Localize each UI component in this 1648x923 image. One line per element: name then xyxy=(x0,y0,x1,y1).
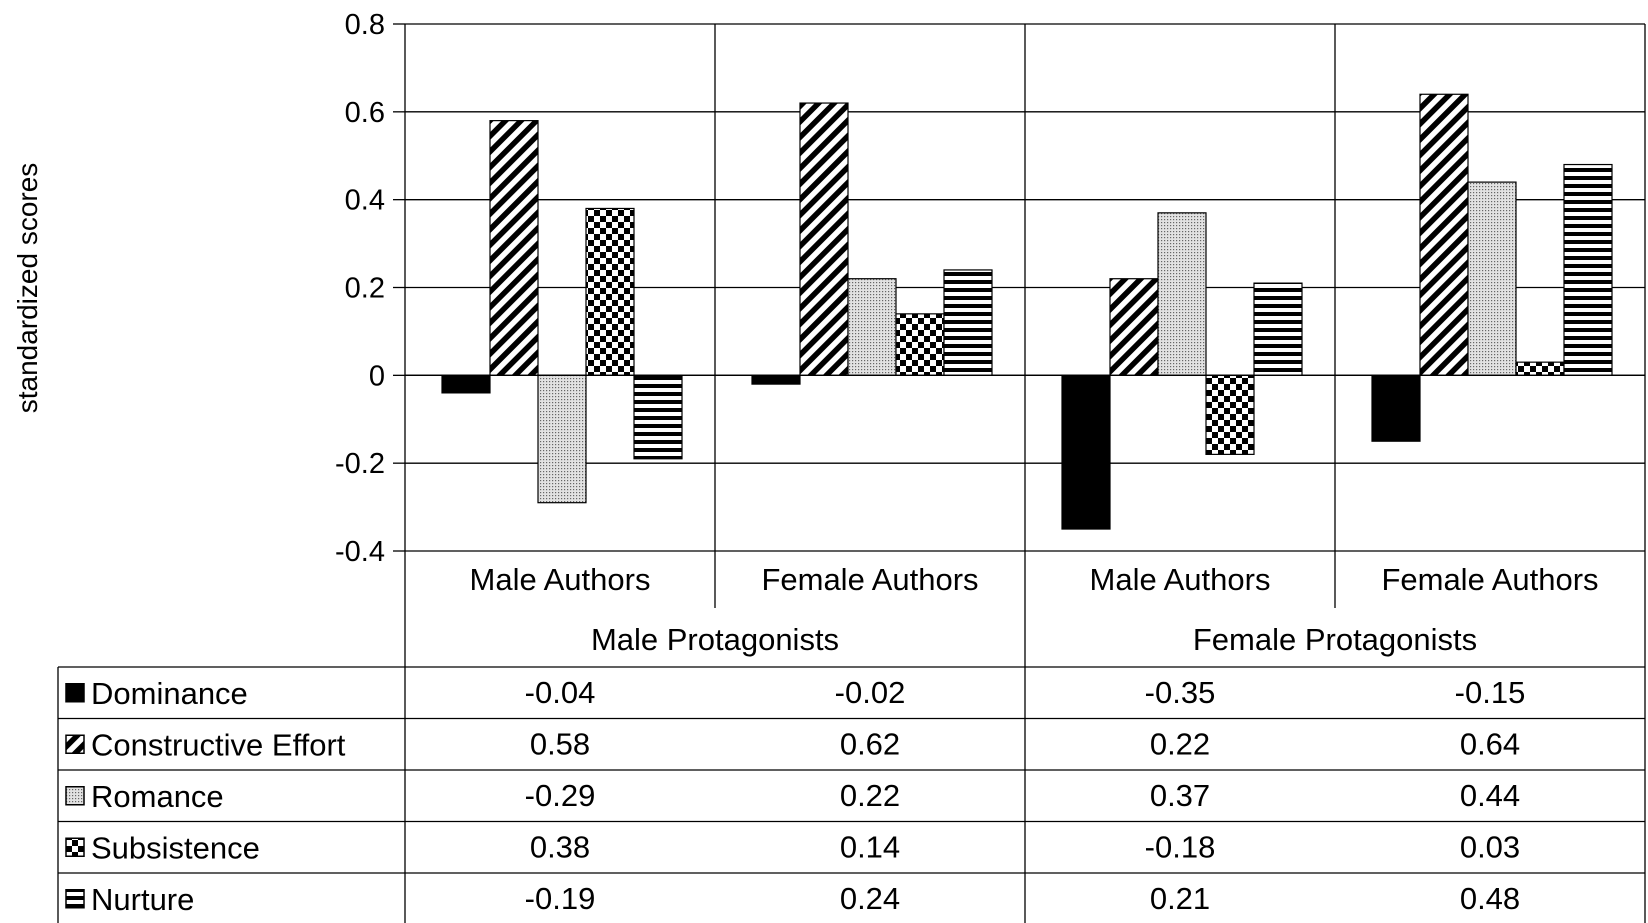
y-tick-label: 0.8 xyxy=(345,9,385,41)
data-label: 0.44 xyxy=(1460,778,1520,813)
data-label: 0.14 xyxy=(840,829,900,864)
data-label: 0.24 xyxy=(840,881,900,916)
bar-subsistence xyxy=(1515,361,1565,376)
y-tick-label: 0.4 xyxy=(345,185,385,217)
bar-constructive-effort xyxy=(1419,93,1469,376)
data-label: 0.22 xyxy=(1150,726,1210,761)
bar-romance xyxy=(537,374,587,504)
bar-subsistence xyxy=(895,313,945,376)
bar-dominance xyxy=(751,374,801,385)
bar-nurture xyxy=(1563,163,1613,376)
bar-nurture xyxy=(1253,282,1303,376)
bar-dominance xyxy=(1061,374,1111,530)
data-table: Dominance -0.04 -0.02 -0.35 -0.15 Constructiv… xyxy=(57,666,1645,923)
data-label: -0.04 xyxy=(525,675,596,710)
legend-key-subsistence xyxy=(65,837,85,857)
bar-constructive-effort xyxy=(1109,278,1159,376)
data-label: 0.48 xyxy=(1460,881,1520,916)
category-label: Female Authors xyxy=(761,562,978,597)
legend-key-nurture xyxy=(65,889,85,909)
bar-romance xyxy=(1467,181,1517,376)
category-label: Male Authors xyxy=(470,562,651,597)
bar-dominance xyxy=(1371,374,1421,442)
bar-nurture xyxy=(943,269,993,376)
data-label: 0.62 xyxy=(840,726,900,761)
legend-label: Dominance xyxy=(91,676,248,711)
data-label: -0.02 xyxy=(835,675,906,710)
data-label: 0.58 xyxy=(530,726,590,761)
bar-constructive-effort xyxy=(489,120,539,376)
y-tick-label: 0.2 xyxy=(345,273,385,305)
data-label: 0.37 xyxy=(1150,778,1210,813)
legend-key-dominance xyxy=(65,683,85,703)
group-label: Female Protagonists xyxy=(1193,622,1477,657)
data-label: -0.19 xyxy=(525,881,596,916)
bar-subsistence xyxy=(585,207,635,376)
legend-key-constructive-effort xyxy=(65,734,85,754)
y-tick-label: -0.4 xyxy=(335,536,385,568)
data-label: -0.18 xyxy=(1145,829,1216,864)
group-label: Male Protagonists xyxy=(591,622,839,657)
y-tick-label: 0 xyxy=(369,360,385,392)
data-label: 0.38 xyxy=(530,829,590,864)
plot-area: 0.8 0.6 0.4 0.2 0 -0.2 -0.4 Male Authors Female … xyxy=(335,9,1646,923)
bar-romance xyxy=(1157,212,1207,376)
legend-label: Constructive Effort xyxy=(91,727,346,762)
category-label: Male Authors xyxy=(1090,562,1271,597)
y-axis-title: standardized scores xyxy=(12,163,43,414)
data-label: -0.29 xyxy=(525,778,596,813)
legend-label: Nurture xyxy=(91,882,194,917)
bar-nurture xyxy=(633,374,683,460)
data-label: 0.21 xyxy=(1150,881,1210,916)
data-label: 0.64 xyxy=(1460,726,1520,761)
legend-label: Romance xyxy=(91,779,224,814)
bar-romance xyxy=(847,278,897,376)
data-label: -0.35 xyxy=(1145,675,1216,710)
bar-subsistence xyxy=(1205,374,1255,455)
bar-dominance xyxy=(441,374,491,394)
y-tick-label: -0.2 xyxy=(335,448,385,480)
bar-constructive-effort xyxy=(799,102,849,376)
data-label: -0.15 xyxy=(1455,675,1526,710)
category-label: Female Authors xyxy=(1381,562,1598,597)
data-label: 0.03 xyxy=(1460,829,1520,864)
legend-label: Subsistence xyxy=(91,830,260,865)
data-label: 0.22 xyxy=(840,778,900,813)
legend-key-romance xyxy=(65,786,85,806)
y-tick-label: 0.6 xyxy=(345,97,385,129)
